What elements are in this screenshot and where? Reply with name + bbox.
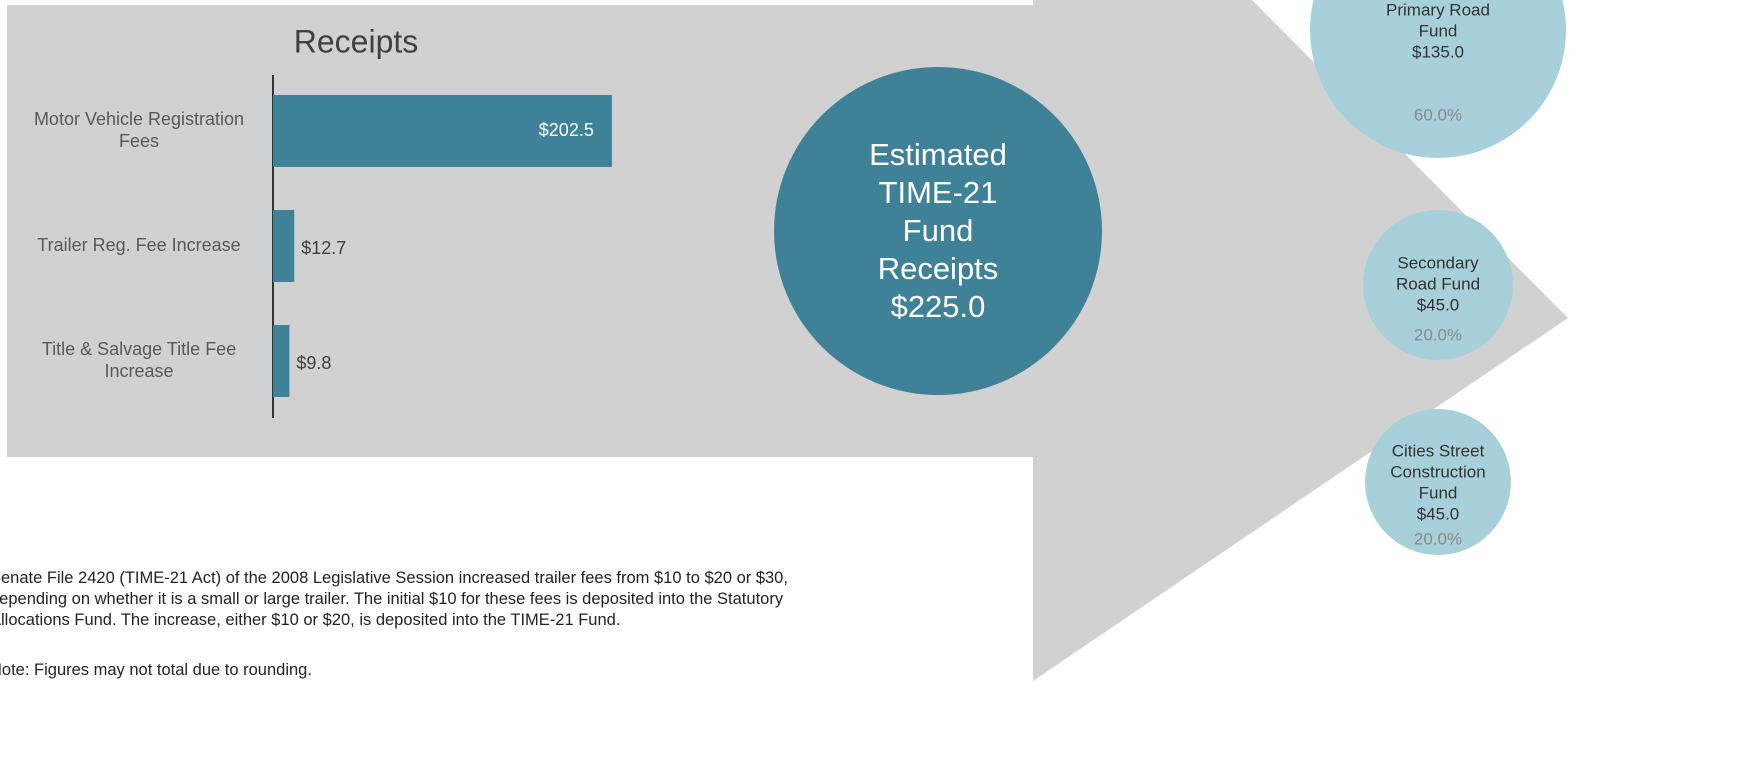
category-label: Title & Salvage Title Fee — [42, 339, 236, 359]
note-paragraph: Senate File 2420 (TIME-21 Act) of the 20… — [0, 568, 788, 631]
fund-name: Fund — [1419, 21, 1458, 40]
category-label: Trailer Reg. Fee Increase — [37, 235, 240, 255]
data-label: $9.8 — [296, 353, 331, 373]
data-label: $12.7 — [301, 238, 346, 258]
data-label: $202.5 — [539, 120, 594, 140]
category-label: Increase — [104, 361, 173, 381]
fund-amount: $45.0 — [1417, 504, 1460, 523]
category-label: Motor Vehicle Registration — [34, 109, 244, 129]
category-label: Fees — [119, 131, 159, 151]
total-text: Estimated — [869, 137, 1007, 172]
total-text: $225.0 — [891, 289, 986, 324]
bar — [273, 210, 295, 282]
fund-name: Fund — [1419, 483, 1458, 502]
bar — [273, 95, 612, 167]
note-line: depending on whether it is a small or la… — [0, 590, 784, 608]
total-text: Receipts — [878, 251, 999, 286]
chart-title: Receipts — [294, 23, 419, 59]
fund-amount: $45.0 — [1417, 295, 1460, 314]
bar — [273, 325, 290, 397]
fund-circle — [1365, 409, 1511, 555]
fund-share: 20.0% — [1414, 529, 1462, 548]
fund-share: 60.0% — [1414, 105, 1462, 124]
fund-amount: $135.0 — [1412, 42, 1464, 61]
fund-circle — [1310, 0, 1566, 158]
fund-name: Primary Road — [1386, 0, 1490, 19]
fund-name: Construction — [1390, 462, 1485, 481]
fund-name: Secondary — [1397, 253, 1479, 272]
total-circle — [774, 67, 1102, 395]
fund-name: Cities Street — [1392, 441, 1485, 460]
fund-share: 20.0% — [1414, 325, 1462, 344]
fund-name: Road Fund — [1396, 274, 1480, 293]
note-line: Allocations Fund. The increase, either $… — [0, 611, 621, 629]
total-text: TIME-21 — [879, 175, 998, 210]
note-line: Senate File 2420 (TIME-21 Act) of the 20… — [0, 569, 788, 587]
footnote: Note: Figures may not total due to round… — [0, 661, 312, 679]
total-text: Fund — [903, 213, 974, 248]
arrow-head — [1033, 0, 1568, 681]
fund-circle — [1363, 210, 1513, 360]
